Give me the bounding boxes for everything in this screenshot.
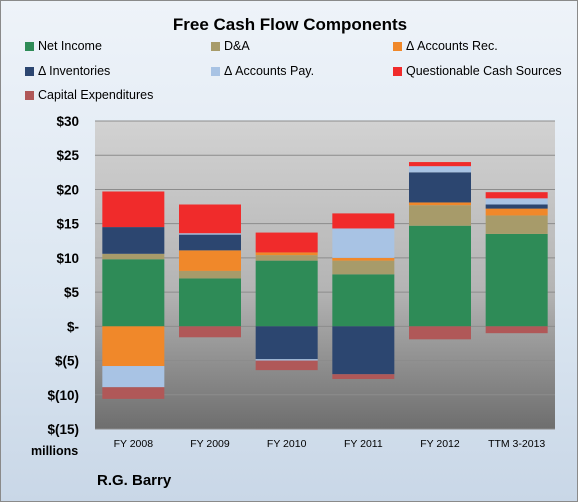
legend-label: Δ Accounts Pay.: [224, 64, 315, 78]
bar-segment: [179, 326, 241, 338]
bar-segment: [179, 233, 241, 235]
legend-item: Δ Accounts Pay.: [211, 64, 314, 78]
bar-segment: [332, 326, 395, 375]
bar-segment: [409, 166, 471, 173]
bar-segment: [409, 172, 471, 203]
x-tick-label: TTM 3-2013: [488, 438, 545, 450]
x-tick-label: FY 2010: [267, 438, 307, 450]
bar-segment: [485, 233, 548, 327]
legend-item: D&A: [211, 39, 250, 53]
y-tick-label: $(5): [55, 354, 79, 369]
bar-segment: [485, 326, 548, 334]
bar-segment: [332, 228, 395, 258]
bar-segment: [102, 253, 165, 260]
bar-segment: [102, 366, 165, 388]
bar-segment: [255, 360, 318, 371]
y-tick-label: $15: [56, 217, 79, 232]
bar-segment: [332, 374, 395, 380]
y-tick-label: $(10): [47, 388, 79, 403]
bar-segment: [255, 232, 318, 253]
legend-label: Capital Expenditures: [38, 88, 154, 102]
legend-label: Δ Inventories: [38, 64, 111, 78]
y-axis-unit-label: millions: [31, 444, 79, 458]
bar-segment: [332, 260, 395, 275]
bar-segment: [409, 205, 471, 226]
plot-background: [95, 121, 555, 429]
bar-segment: [179, 204, 241, 234]
y-tick-label: $(15): [47, 422, 79, 437]
bar-segment: [179, 250, 241, 271]
bar-segment: [102, 259, 165, 327]
y-tick-label: $20: [56, 182, 79, 197]
bar-segment: [485, 192, 548, 199]
bar-segment: [409, 162, 471, 167]
bar-segment: [485, 198, 548, 205]
y-tick-label: $30: [56, 114, 79, 129]
bar-segment: [255, 252, 318, 256]
bar-segment: [179, 234, 241, 251]
bar-segment: [255, 260, 318, 327]
legend-swatch: [211, 66, 220, 76]
x-tick-label: FY 2009: [190, 438, 230, 450]
legend-item: Questionable Cash Sources: [393, 64, 562, 78]
bar-segment: [179, 270, 241, 279]
legend-item: Net Income: [25, 39, 102, 53]
bar-segment: [332, 213, 395, 229]
y-tick-label: $10: [56, 251, 79, 266]
legend-item: Capital Expenditures: [25, 88, 153, 102]
legend-swatch: [25, 41, 34, 51]
bar-segment: [485, 208, 548, 216]
legend-label: Δ Accounts Rec.: [406, 39, 498, 53]
legend-swatch: [393, 41, 402, 51]
legend-label: D&A: [224, 39, 250, 53]
bar-segment: [409, 326, 471, 340]
bar-segment: [255, 359, 318, 361]
x-tick-label: FY 2011: [344, 438, 383, 450]
legend-label: Questionable Cash Sources: [406, 64, 562, 78]
bar-segment: [409, 225, 471, 327]
bar-segment: [485, 215, 548, 234]
bar-segment: [179, 278, 241, 327]
legend-item: Δ Accounts Rec.: [393, 39, 498, 53]
legend-label: Net Income: [38, 39, 102, 53]
legend-swatch: [393, 66, 402, 76]
y-tick-label: $5: [64, 285, 80, 300]
bar-segment: [409, 202, 471, 206]
bar-segment: [485, 204, 548, 209]
y-tick-label: $-: [67, 319, 79, 334]
source-label: R.G. Barry: [97, 472, 172, 489]
legend-swatch: [25, 66, 34, 76]
bar-segment: [255, 326, 318, 360]
bar-segment: [332, 274, 395, 327]
bar-segment: [102, 227, 165, 254]
bar-segment: [102, 387, 165, 399]
x-tick-label: FY 2012: [420, 438, 460, 450]
bar-segment: [102, 191, 165, 228]
bar-segment: [332, 257, 395, 261]
legend-swatch: [25, 90, 34, 100]
bar-segment: [255, 255, 318, 261]
x-tick-label: FY 2008: [114, 438, 154, 450]
y-tick-label: $25: [56, 148, 79, 163]
chart-title: Free Cash Flow Components: [172, 15, 408, 34]
legend-swatch: [211, 41, 220, 51]
legend-item: Δ Inventories: [25, 64, 110, 78]
bar-segment: [102, 326, 165, 367]
